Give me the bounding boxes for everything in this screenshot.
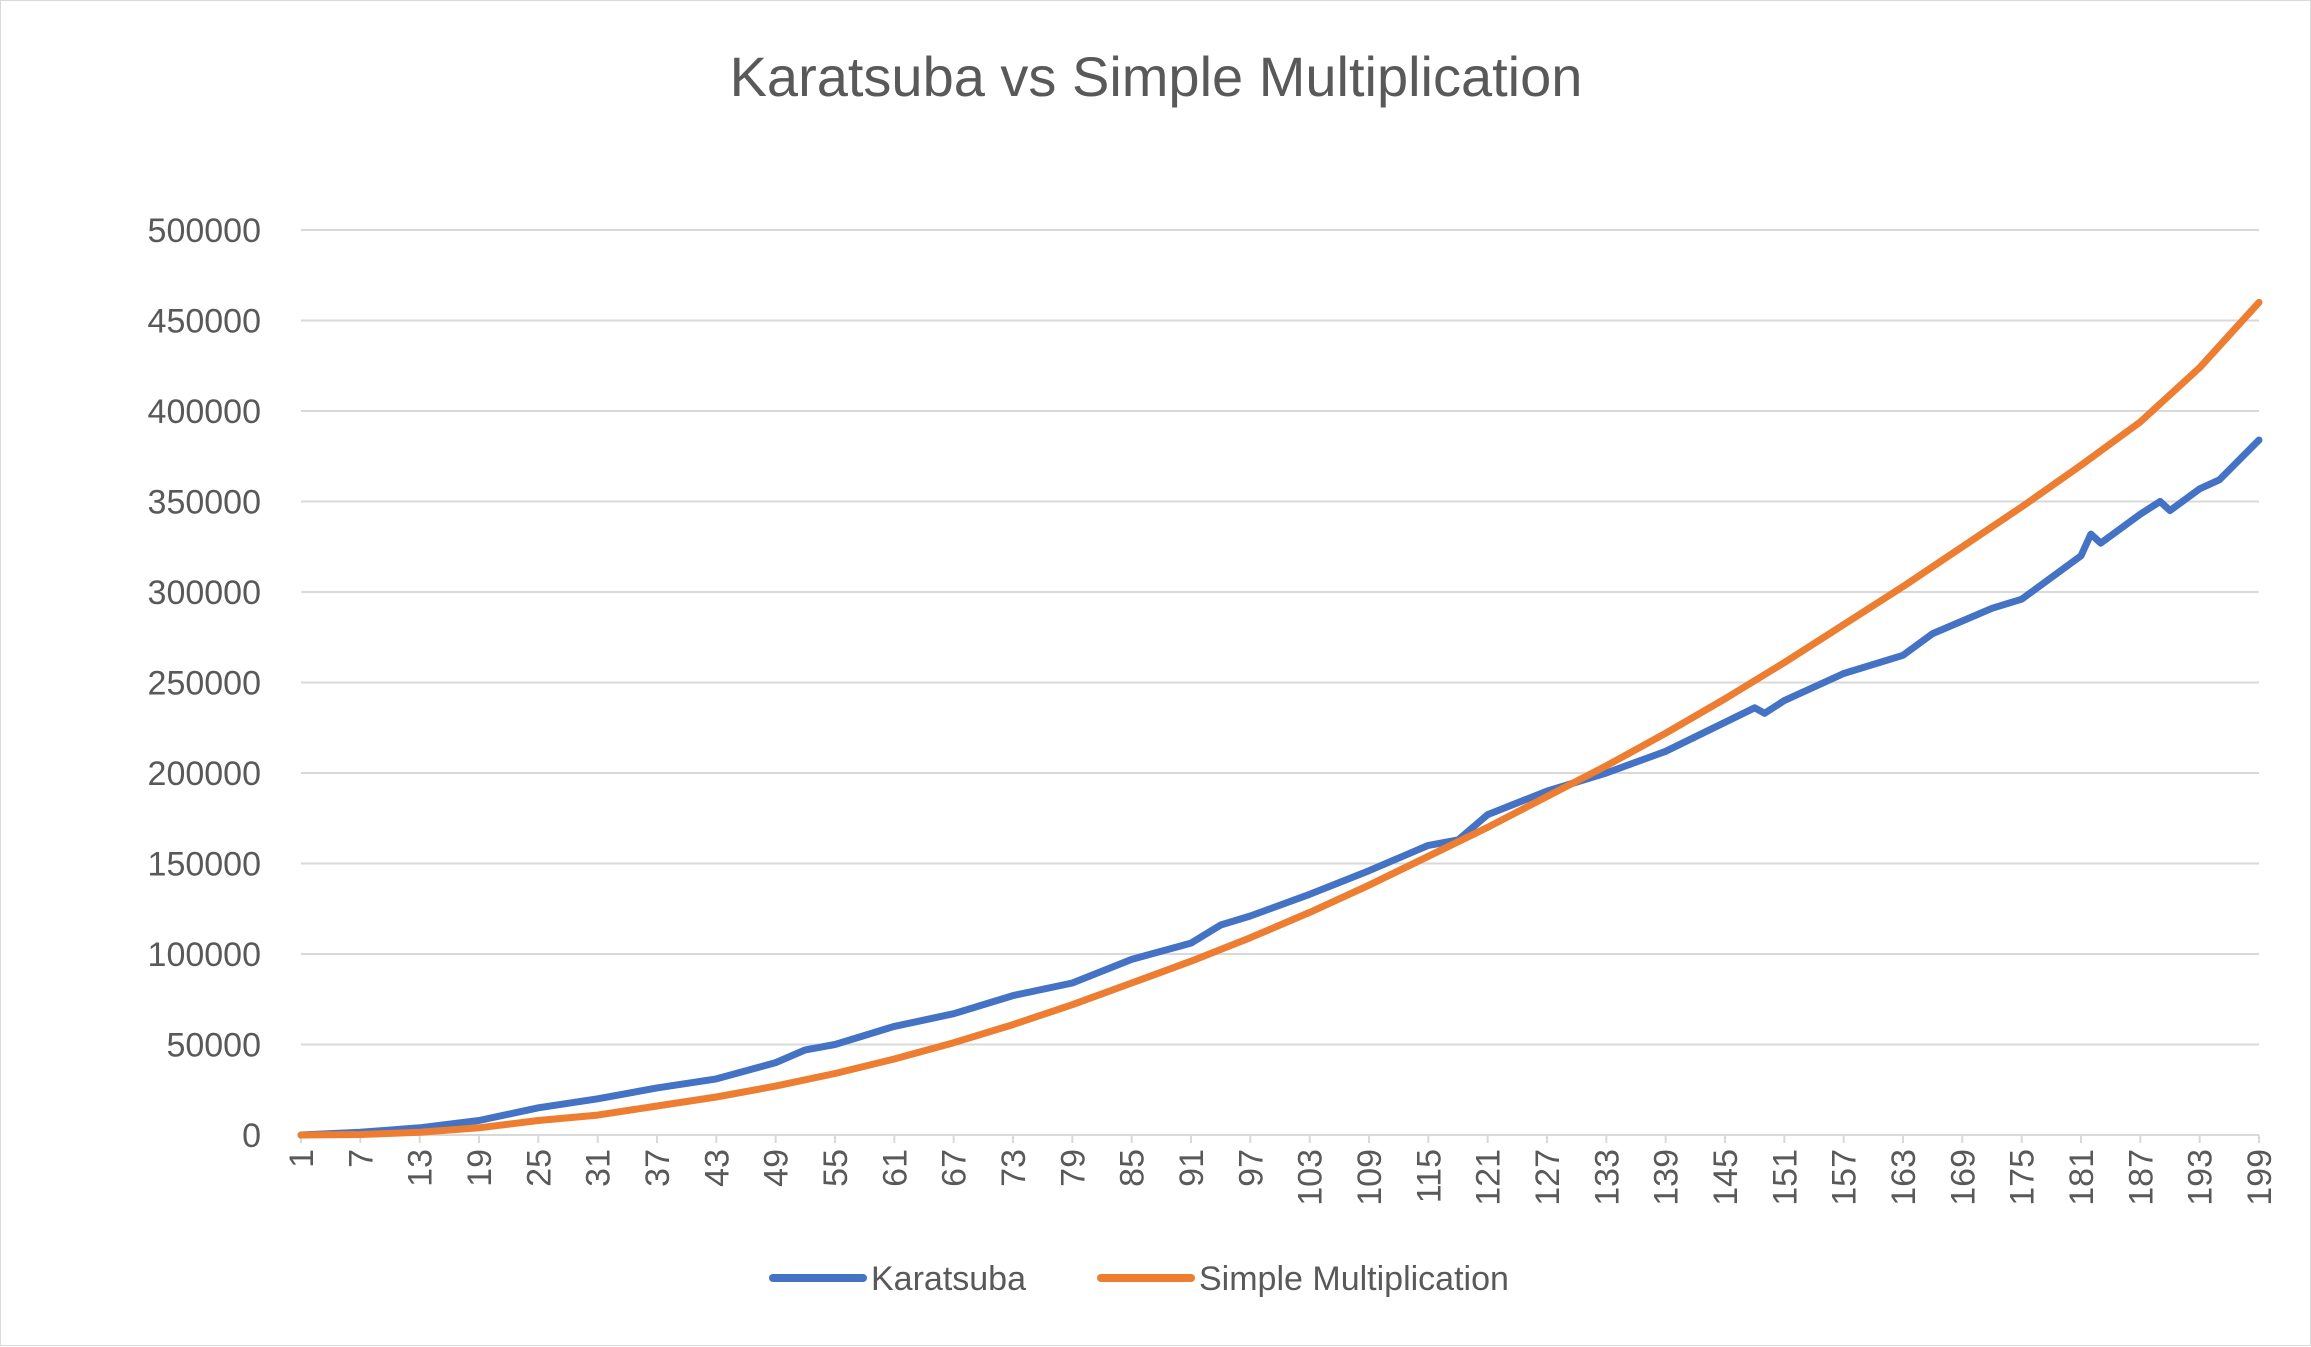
gridlines bbox=[301, 229, 2259, 1136]
x-tick-label: 61 bbox=[876, 1149, 914, 1187]
x-tick-label: 13 bbox=[402, 1149, 440, 1187]
legend: Karatsuba Simple Multiplication bbox=[769, 1260, 1509, 1298]
x-tick-label: 109 bbox=[1351, 1149, 1389, 1206]
y-tick-label: 400000 bbox=[148, 393, 261, 431]
x-tick-label: 67 bbox=[936, 1149, 974, 1187]
y-tick-label: 450000 bbox=[148, 303, 261, 341]
chart-title: Karatsuba vs Simple Multiplication bbox=[730, 45, 1583, 108]
x-tick-label: 85 bbox=[1114, 1149, 1152, 1187]
legend-label: Simple Multiplication bbox=[1199, 1260, 1509, 1298]
y-tick-label: 50000 bbox=[166, 1027, 261, 1065]
x-tick-label: 55 bbox=[817, 1149, 855, 1187]
y-axis-tick-labels: 0 50000 100000 150000 200000 250000 300000 3500… bbox=[148, 212, 261, 1155]
x-tick-label: 103 bbox=[1292, 1149, 1330, 1206]
x-tick-label: 163 bbox=[1885, 1149, 1923, 1206]
x-tick-label: 97 bbox=[1232, 1149, 1270, 1187]
y-tick-label: 100000 bbox=[148, 936, 261, 974]
y-tick-label: 200000 bbox=[148, 755, 261, 793]
x-tick-label: 151 bbox=[1766, 1149, 1804, 1206]
x-tick-label: 7 bbox=[342, 1149, 380, 1168]
x-tick-label: 91 bbox=[1173, 1149, 1211, 1187]
x-tick-label: 127 bbox=[1529, 1149, 1567, 1206]
y-tick-label: 250000 bbox=[148, 665, 261, 703]
x-tick-label: 1 bbox=[283, 1149, 321, 1168]
series-line-karatsuba bbox=[297, 436, 2263, 1139]
x-tick-label: 121 bbox=[1470, 1149, 1508, 1206]
y-tick-label: 500000 bbox=[148, 212, 261, 250]
x-tick-label: 175 bbox=[2004, 1149, 2042, 1206]
x-tick-label: 169 bbox=[1944, 1149, 1982, 1206]
y-tick-label: 300000 bbox=[148, 574, 261, 612]
x-tick-label: 157 bbox=[1826, 1149, 1864, 1206]
x-tick-label: 193 bbox=[2182, 1149, 2220, 1206]
y-tick-label: 0 bbox=[242, 1117, 261, 1155]
y-tick-label: 150000 bbox=[148, 846, 261, 884]
x-tick-label: 199 bbox=[2241, 1149, 2279, 1206]
x-tick-label: 139 bbox=[1648, 1149, 1686, 1206]
x-tick-label: 49 bbox=[758, 1149, 796, 1187]
legend-label: Karatsuba bbox=[871, 1260, 1026, 1298]
x-tick-label: 181 bbox=[2063, 1149, 2101, 1206]
series-lines bbox=[297, 298, 2263, 1139]
x-tick-label: 115 bbox=[1410, 1149, 1448, 1203]
x-tick-label: 31 bbox=[580, 1149, 618, 1187]
x-tick-label: 187 bbox=[2122, 1149, 2160, 1206]
series-line-simple-multiplication bbox=[297, 298, 2263, 1139]
x-tick-label: 79 bbox=[1054, 1149, 1092, 1187]
x-tick-label: 19 bbox=[461, 1149, 499, 1187]
x-axis-tick-labels: 1 7 13 19 25 31 37 43 49 55 61 67 73 79 85 91 97 103 109 11… bbox=[283, 1135, 2279, 1206]
y-tick-label: 350000 bbox=[148, 484, 261, 522]
x-tick-label: 25 bbox=[520, 1149, 558, 1187]
x-tick-label: 73 bbox=[995, 1149, 1033, 1187]
x-tick-label: 37 bbox=[639, 1149, 677, 1187]
x-tick-label: 145 bbox=[1707, 1149, 1745, 1206]
x-tick-label: 133 bbox=[1588, 1149, 1626, 1206]
x-tick-label: 43 bbox=[698, 1149, 736, 1187]
